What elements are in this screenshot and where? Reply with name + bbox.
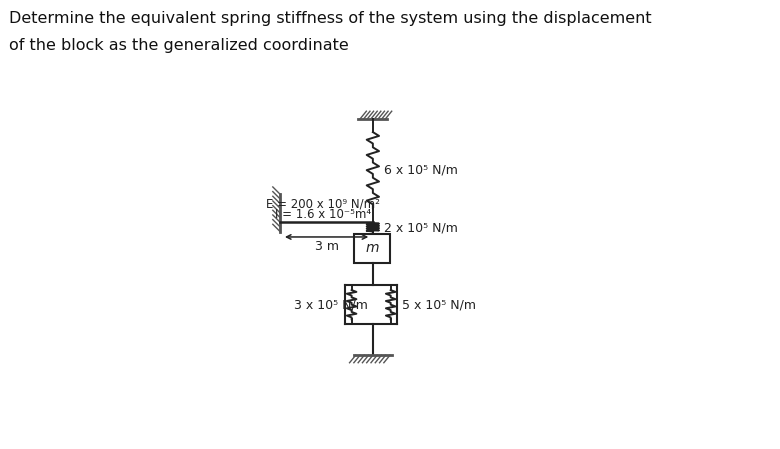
Polygon shape bbox=[354, 233, 390, 263]
Text: 3 m: 3 m bbox=[314, 240, 339, 253]
Text: 6 x 10⁵ N/m: 6 x 10⁵ N/m bbox=[384, 163, 458, 176]
Text: 2 x 10⁵ N/m: 2 x 10⁵ N/m bbox=[384, 221, 458, 234]
Text: Determine the equivalent spring stiffness of the system using the displacement: Determine the equivalent spring stiffnes… bbox=[9, 11, 652, 26]
Text: 3 x 10⁵ N/m: 3 x 10⁵ N/m bbox=[294, 298, 368, 311]
Text: m: m bbox=[365, 241, 379, 255]
Text: 5 x 10⁵ N/m: 5 x 10⁵ N/m bbox=[402, 298, 476, 311]
Text: I = 1.6 x 10⁻⁵m⁴: I = 1.6 x 10⁻⁵m⁴ bbox=[275, 208, 371, 221]
Text: E = 200 x 10⁹ N/m²: E = 200 x 10⁹ N/m² bbox=[266, 197, 380, 210]
Text: of the block as the generalized coordinate: of the block as the generalized coordina… bbox=[9, 38, 349, 53]
